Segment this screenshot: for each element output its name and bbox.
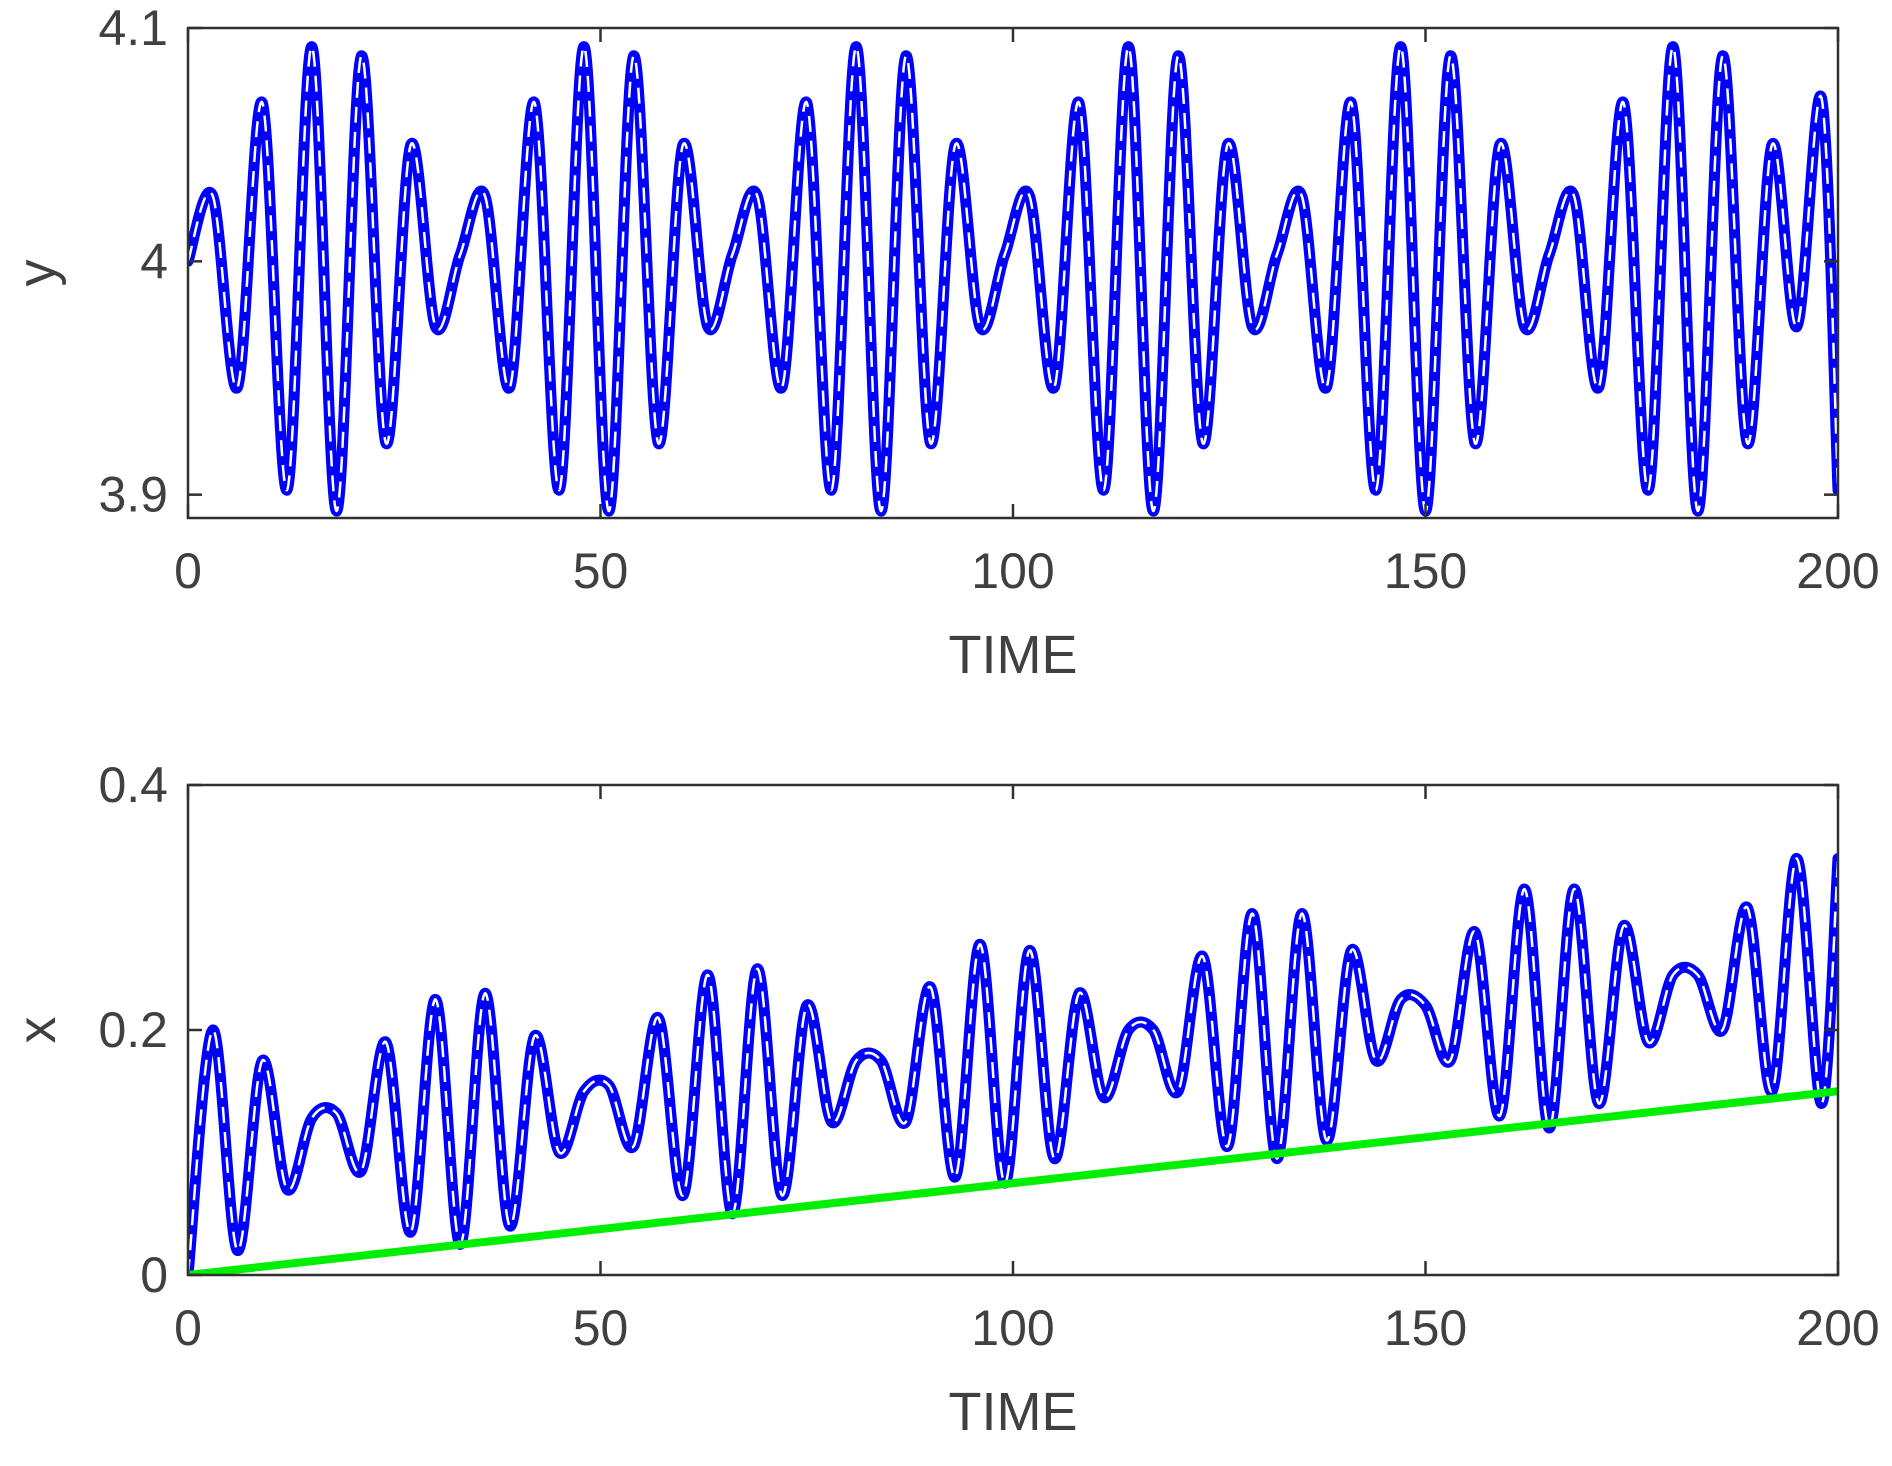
y-tick-label: 4.1 xyxy=(98,0,168,56)
green-baseline-series-line xyxy=(188,1087,1838,1275)
y-axis-label: y xyxy=(7,260,67,287)
y-tick-label: 0 xyxy=(140,1247,168,1303)
x-tick-label: 150 xyxy=(1384,543,1467,599)
x-tick-label: 50 xyxy=(573,1300,629,1356)
plot-area xyxy=(188,852,1838,1275)
y-axis-label: x xyxy=(7,1017,67,1044)
x-tick-label: 150 xyxy=(1384,1300,1467,1356)
x-tick-label: 200 xyxy=(1796,1300,1879,1356)
x-tick-label: 100 xyxy=(971,1300,1054,1356)
top-panel-y-vs-time: 0 50 100 150 200 3.9 4 4.1 TIME y xyxy=(7,0,1880,685)
y-tick-label: 3.9 xyxy=(98,467,168,523)
x-tick-label: 50 xyxy=(573,543,629,599)
x-tick-label: 0 xyxy=(174,1300,202,1356)
blue-series-line xyxy=(188,852,1838,1275)
x-axis-label: TIME xyxy=(949,625,1078,685)
dashed-white-series-line xyxy=(188,45,1838,513)
y-tick-label: 0.2 xyxy=(98,1002,168,1058)
x-tick-label: 0 xyxy=(174,543,202,599)
x-tick-label: 200 xyxy=(1796,543,1879,599)
axes-frame xyxy=(186,26,1840,520)
bottom-panel-x-vs-time: 0 50 100 150 200 0 0.2 0.4 TIME x xyxy=(7,757,1880,1442)
x-tick-label: 100 xyxy=(971,543,1054,599)
y-tick-label: 0.4 xyxy=(98,757,168,813)
blue-series-line xyxy=(188,41,1838,517)
x-axis-label: TIME xyxy=(949,1382,1078,1442)
dashed-white-series-line xyxy=(188,857,1838,1275)
plot-area xyxy=(188,41,1838,517)
y-tick-label: 4 xyxy=(140,233,168,289)
